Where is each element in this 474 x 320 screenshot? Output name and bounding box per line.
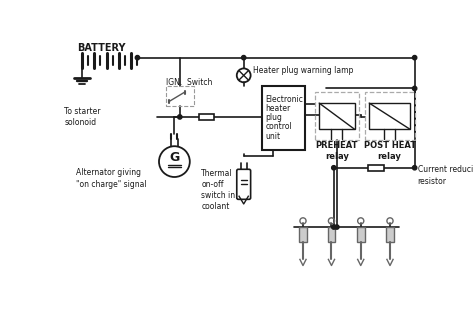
Bar [368, 165, 384, 171]
Bar [386, 227, 394, 243]
Circle shape [332, 225, 336, 229]
Bar [199, 114, 214, 120]
Bar [357, 227, 365, 243]
Text: POST HEAT
relay: POST HEAT relay [364, 141, 416, 161]
Circle shape [412, 86, 417, 91]
Circle shape [335, 225, 339, 229]
Text: control: control [265, 123, 292, 132]
Bar [369, 103, 410, 129]
Bar [166, 86, 194, 106]
Circle shape [332, 166, 336, 170]
Circle shape [135, 55, 139, 60]
Circle shape [242, 55, 246, 60]
Text: IGN.  Switch: IGN. Switch [166, 78, 212, 87]
Bar [365, 92, 415, 140]
Bar [328, 227, 335, 243]
Text: heater: heater [265, 104, 291, 113]
Text: plug: plug [265, 113, 282, 122]
Circle shape [178, 115, 182, 119]
Text: Heater plug warning lamp: Heater plug warning lamp [253, 66, 353, 75]
Text: Alternator giving
"on charge" signal: Alternator giving "on charge" signal [76, 169, 146, 188]
Circle shape [412, 55, 417, 60]
Text: PREHEAT
relay: PREHEAT relay [316, 141, 358, 161]
Text: Thermal
on-off
switch in
coolant: Thermal on-off switch in coolant [201, 169, 236, 211]
Bar [262, 86, 305, 150]
Text: To starter
solonoid: To starter solonoid [64, 107, 101, 127]
FancyBboxPatch shape [237, 169, 251, 199]
Circle shape [412, 166, 417, 170]
Text: Electronic: Electronic [265, 95, 303, 104]
Bar [319, 103, 355, 129]
Text: unit: unit [265, 132, 281, 141]
Bar [299, 227, 307, 243]
Bar [315, 92, 359, 140]
Text: G: G [169, 151, 180, 164]
Text: Current reducing
resistor: Current reducing resistor [418, 165, 474, 186]
Text: BATTERY: BATTERY [77, 44, 126, 53]
